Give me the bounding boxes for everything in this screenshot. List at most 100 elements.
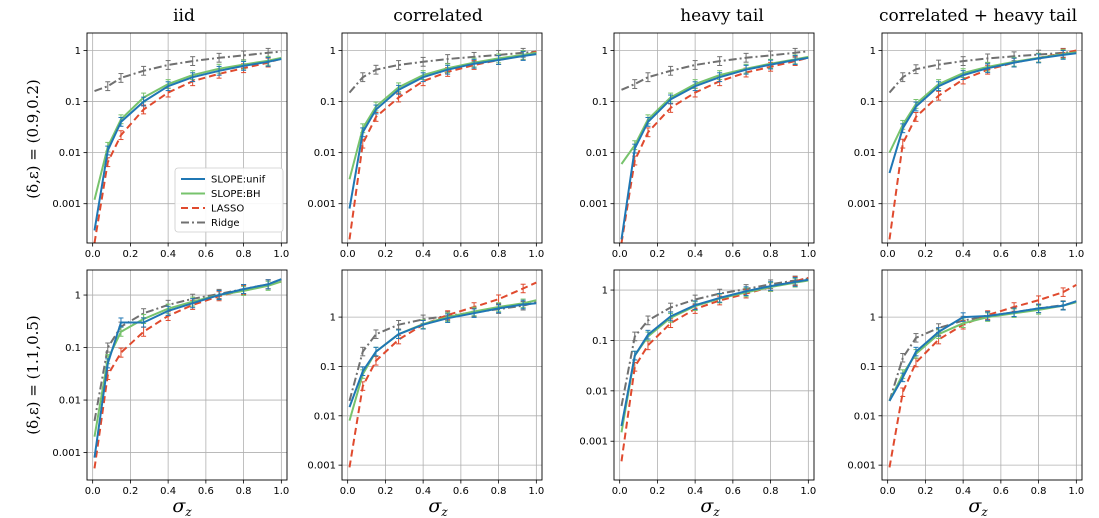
axes-frame xyxy=(613,32,815,244)
series-line xyxy=(348,302,537,408)
series-slope-unif xyxy=(888,49,1077,174)
x-axis-label-main: σ xyxy=(700,495,714,517)
x-tick-label: 0.8 xyxy=(763,249,779,260)
x-tick-label: 0.2 xyxy=(122,486,138,497)
series-lasso xyxy=(348,281,537,468)
x-tick-label: 0.8 xyxy=(491,486,507,497)
x-tick-label: 0.6 xyxy=(993,249,1009,260)
series-line xyxy=(348,281,537,468)
series-line xyxy=(93,57,282,243)
legend: SLOPE:unif SLOPE:BH LASSO Ridge xyxy=(174,167,284,233)
x-axis-label-sub: z xyxy=(440,505,448,518)
x-tick-label: 0.6 xyxy=(453,486,469,497)
x-tick-label: 1.0 xyxy=(1068,249,1084,260)
x-tick-label: 0.6 xyxy=(725,249,741,260)
x-tick-label: 0.8 xyxy=(1031,486,1047,497)
x-tick-label: 0.8 xyxy=(236,249,252,260)
chart-panel-r1-c0: 0.0 0.2 0.4 0.6 0.8 1.0 0.001 0.01 0.1 1 xyxy=(52,269,289,497)
series-slope-unif xyxy=(620,277,809,427)
series-slope-unif xyxy=(348,51,537,209)
axes-frame xyxy=(86,269,288,481)
series-line xyxy=(620,56,809,240)
y-tick-label: 0.1 xyxy=(860,362,876,373)
x-tick-label: 0.0 xyxy=(612,249,628,260)
y-tick-label: 0.01 xyxy=(59,148,81,159)
y-tick-label: 0.001 xyxy=(307,461,336,472)
x-axis-label-col3: σz xyxy=(700,495,720,518)
y-tick-label: 0.01 xyxy=(586,148,608,159)
series-line xyxy=(93,58,282,231)
chart-panel-r0-c2: 0.0 0.2 0.4 0.6 0.8 1.0 0.001 0.01 0.1 1 xyxy=(579,32,816,260)
x-tick-label: 0.0 xyxy=(612,486,628,497)
series-ridge xyxy=(621,47,809,91)
column-title-heavy-tail: heavy tail xyxy=(680,6,764,26)
x-tick-label: 0.8 xyxy=(1031,249,1047,260)
x-tick-label: 0.2 xyxy=(377,249,393,260)
axes-frame xyxy=(881,269,1083,481)
x-tick-label: 0.0 xyxy=(880,249,896,260)
x-tick-label: 0.2 xyxy=(377,486,393,497)
x-tick-label: 0.2 xyxy=(649,249,665,260)
y-tick-label: 1 xyxy=(870,46,876,57)
axes-frame xyxy=(86,32,288,244)
x-tick-label: 0.2 xyxy=(917,249,933,260)
x-tick-label: 1.0 xyxy=(800,486,816,497)
y-tick-label: 0.1 xyxy=(65,97,81,108)
series-line xyxy=(620,278,809,427)
series-line xyxy=(888,52,1077,174)
chart-panel-r1-c2: 0.0 0.2 0.4 0.6 0.8 1.0 0.001 0.01 0.1 1 xyxy=(579,269,816,497)
x-tick-label: 1.0 xyxy=(528,249,544,260)
x-tick-label: 0.6 xyxy=(198,486,214,497)
y-tick-label: 1 xyxy=(602,286,608,297)
series-line xyxy=(620,279,809,433)
x-tick-label: 0.0 xyxy=(340,486,356,497)
y-tick-label: 1 xyxy=(75,46,81,57)
series-line xyxy=(348,50,537,240)
x-axis-label-sub: z xyxy=(980,505,988,518)
legend-label: Ridge xyxy=(211,218,240,229)
x-tick-label: 0.6 xyxy=(198,249,214,260)
y-tick-label: 0.001 xyxy=(847,199,876,210)
x-axis-label-sub: z xyxy=(184,505,192,518)
y-tick-label: 0.001 xyxy=(847,461,876,472)
series-slope-unif xyxy=(888,300,1077,402)
y-tick-label: 0.01 xyxy=(59,396,81,407)
axes-frame xyxy=(341,269,543,481)
y-tick-label: 0.1 xyxy=(860,97,876,108)
x-tick-label: 0.4 xyxy=(955,486,971,497)
series-lasso xyxy=(888,284,1077,468)
x-tick-label: 0.6 xyxy=(453,249,469,260)
y-tick-label: 0.1 xyxy=(320,97,336,108)
series-line xyxy=(888,300,1077,402)
x-tick-label: 0.4 xyxy=(955,249,971,260)
x-tick-label: 0.8 xyxy=(491,249,507,260)
series-line xyxy=(888,49,1077,240)
y-tick-label: 0.01 xyxy=(314,148,336,159)
x-tick-label: 1.0 xyxy=(800,249,816,260)
x-axis-label-col1: σz xyxy=(172,495,192,518)
axes-frame xyxy=(341,32,543,244)
column-title-iid: iid xyxy=(173,6,195,26)
y-tick-label: 0.001 xyxy=(52,199,81,210)
series-lasso xyxy=(93,279,282,469)
series-lasso xyxy=(888,48,1077,240)
series-ridge xyxy=(94,47,282,93)
y-tick-label: 0.1 xyxy=(592,336,608,347)
y-tick-label: 0.01 xyxy=(854,411,876,422)
y-tick-label: 0.001 xyxy=(307,199,336,210)
series-line xyxy=(621,50,809,91)
series-line xyxy=(620,56,809,243)
x-tick-label: 1.0 xyxy=(528,486,544,497)
chart-panel-r1-c3: 0.0 0.2 0.4 0.6 0.8 1.0 0.001 0.01 0.1 1 xyxy=(847,269,1084,497)
x-tick-label: 0.0 xyxy=(880,486,896,497)
column-title-correlated-heavy-tail: correlated + heavy tail xyxy=(879,6,1077,26)
y-tick-label: 0.001 xyxy=(52,448,81,459)
x-axis-label-main: σ xyxy=(428,495,442,517)
y-tick-label: 0.1 xyxy=(592,97,608,108)
x-tick-label: 0.2 xyxy=(122,249,138,260)
x-tick-label: 0.8 xyxy=(763,486,779,497)
x-tick-label: 0.4 xyxy=(160,249,176,260)
y-tick-label: 0.01 xyxy=(586,386,608,397)
